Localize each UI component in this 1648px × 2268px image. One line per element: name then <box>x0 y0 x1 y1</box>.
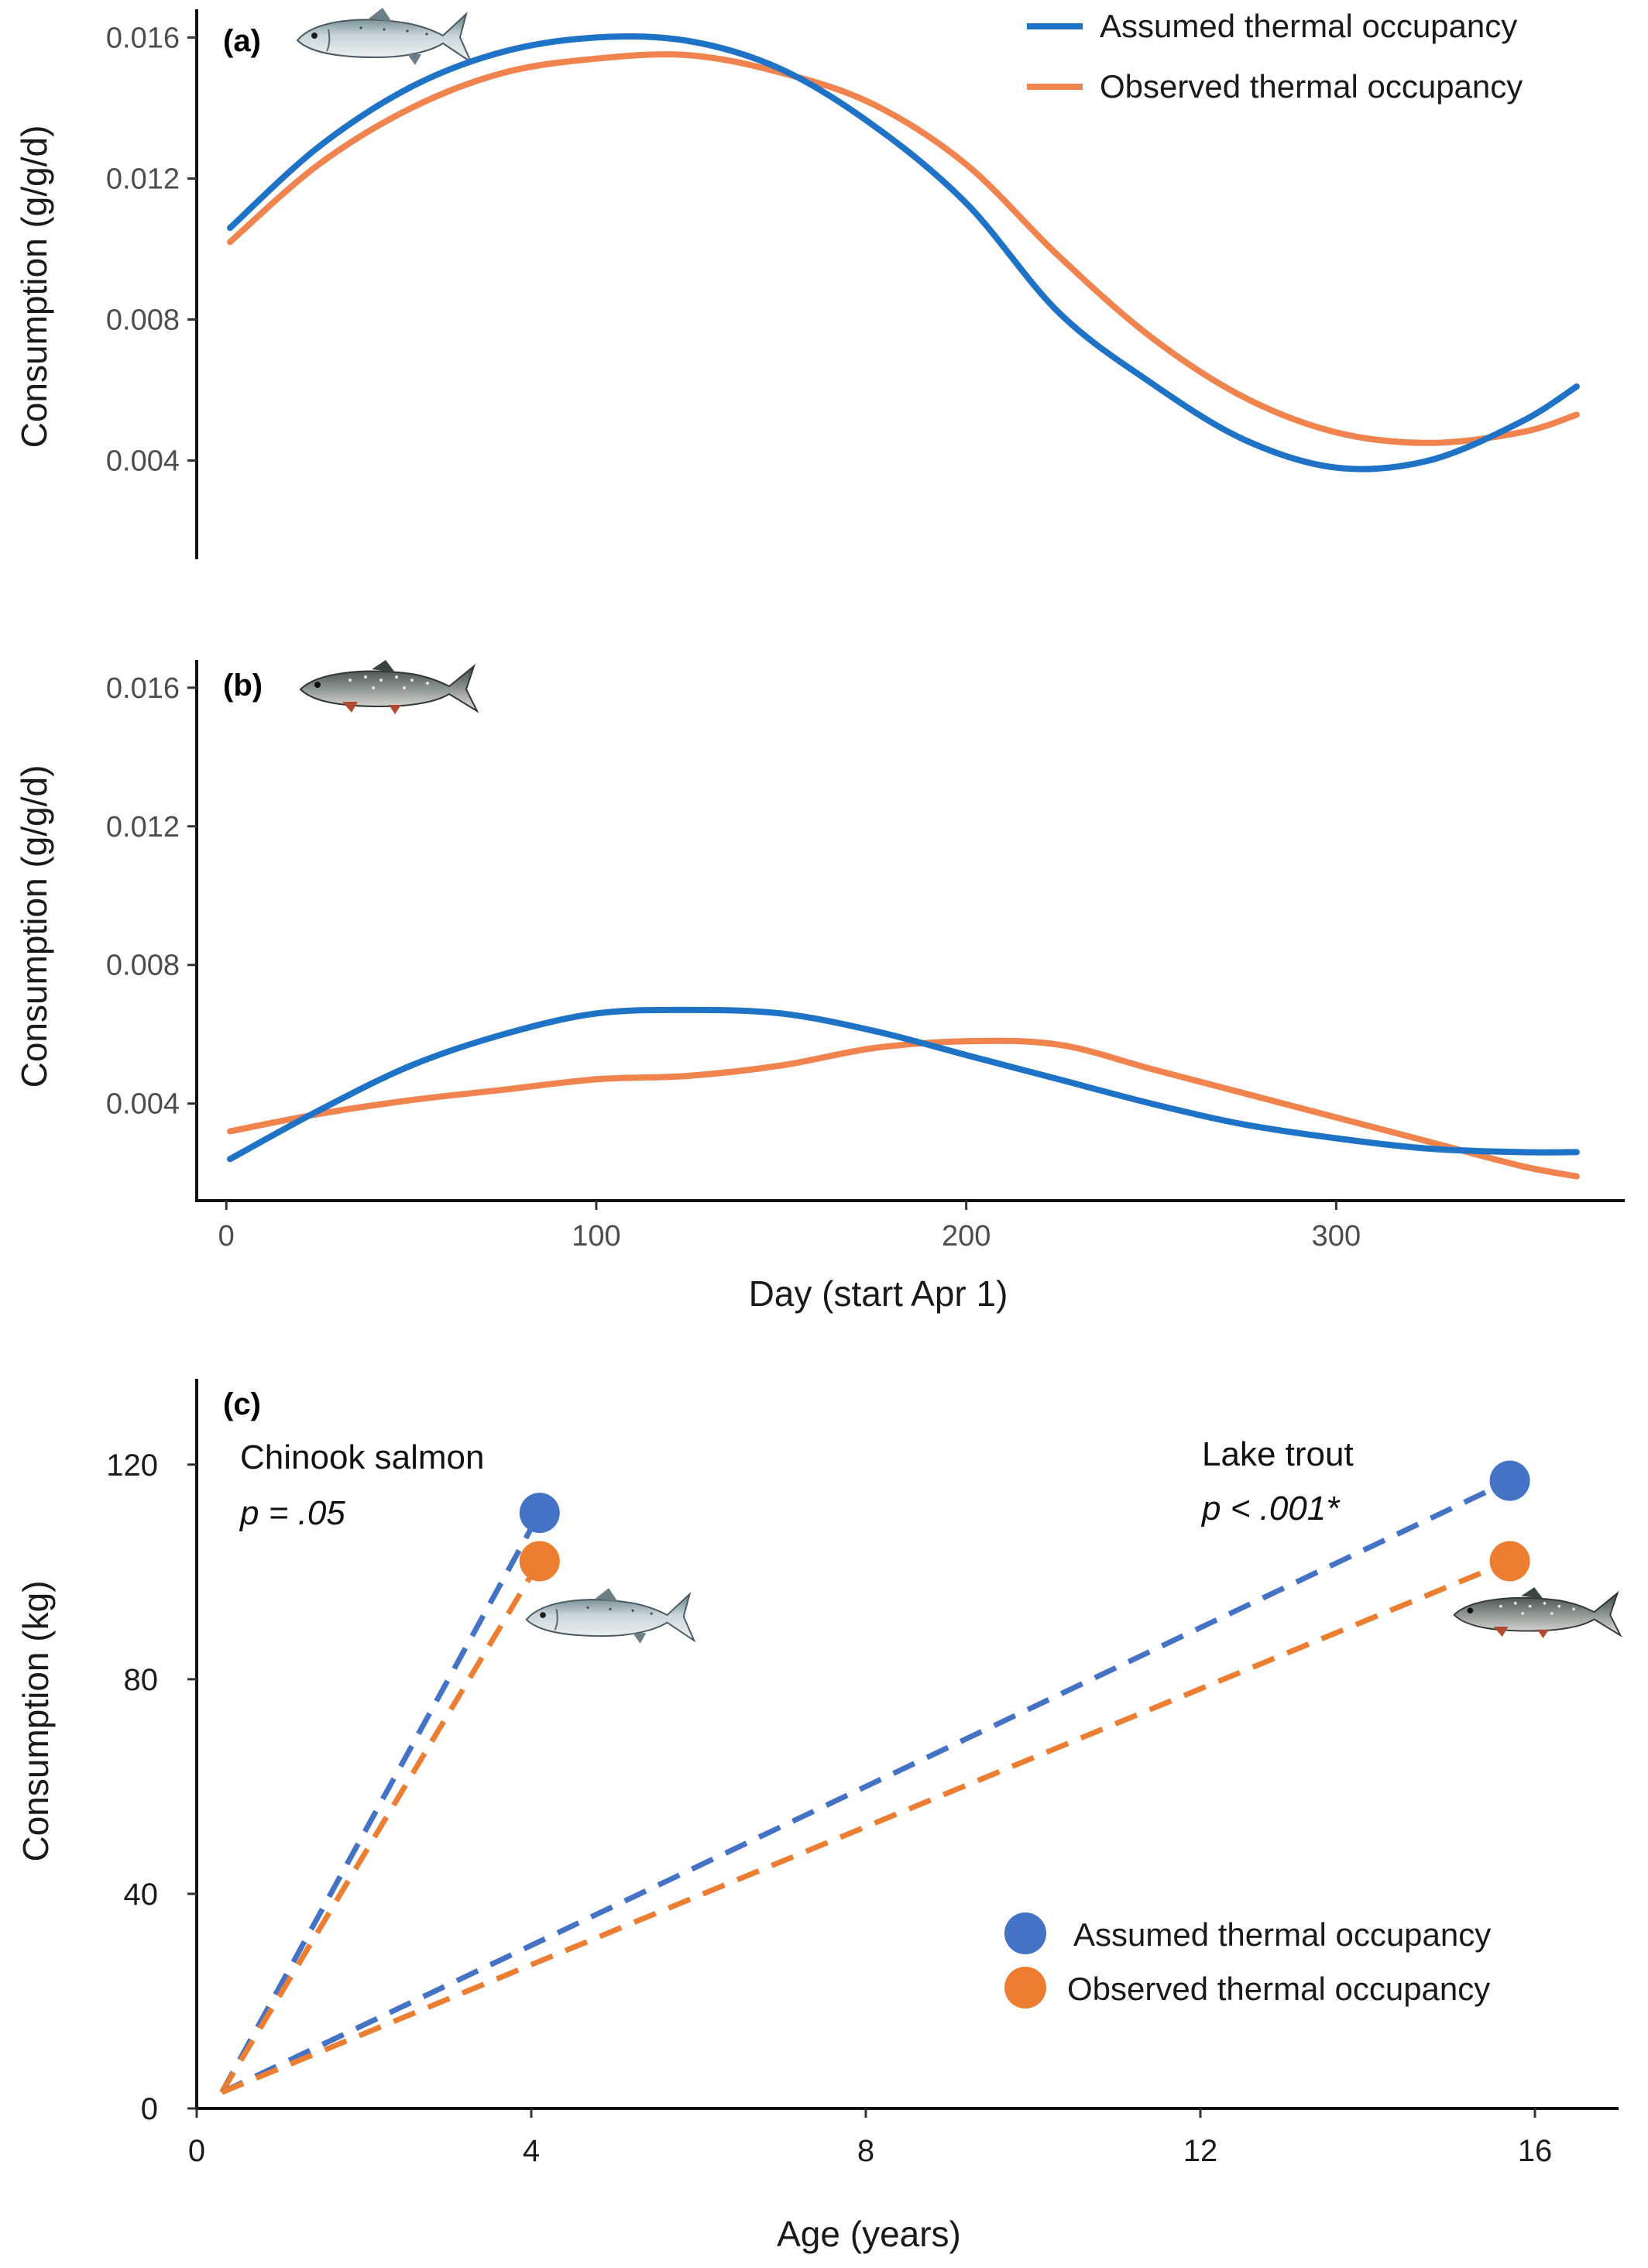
trout-assumed-point <box>1489 1460 1530 1501</box>
y-tick-label: 80 <box>124 1663 159 1697</box>
panel-c-y-axis-title: Consumption (kg) <box>15 1580 56 1861</box>
chinook-assumed-dashed-line <box>219 1511 542 2094</box>
chinook-assumed-point <box>519 1493 560 1534</box>
y-tick-label: 0.008 <box>106 950 180 982</box>
trout-observed-point <box>1489 1541 1530 1582</box>
legend-c-assumed-label: Assumed thermal occupancy <box>1073 1916 1491 1953</box>
panel-b-y-ticks: 0.004 0.008 0.012 0.016 <box>106 672 197 1121</box>
chinook-salmon-p-value: p = .05 <box>239 1494 345 1532</box>
y-tick-label: 0.012 <box>106 811 180 844</box>
x-tick-label: 0 <box>218 1220 235 1253</box>
series-line-assumed <box>227 1006 1580 1163</box>
legend-a-observed-label: Observed thermal occupancy <box>1100 68 1523 105</box>
legend-c-observed-swatch <box>1004 1967 1046 2009</box>
series-line-assumed <box>227 33 1580 472</box>
y-tick-label: 0.004 <box>106 445 180 478</box>
y-tick-label: 0 <box>141 2092 158 2126</box>
x-tick-label: 8 <box>857 2134 874 2168</box>
panel-c-x-axis-title: Age (years) <box>777 2214 961 2254</box>
panel-c-marks <box>219 1460 1530 2095</box>
x-tick-label: 4 <box>523 2134 540 2168</box>
panel-c-x-ticks: 0 4 8 12 16 <box>188 2108 1552 2168</box>
legend-c-observed-label: Observed thermal occupancy <box>1067 1971 1490 2007</box>
y-tick-label: 0.016 <box>106 672 180 705</box>
chinook-observed-dashed-line <box>219 1559 542 2094</box>
trout-assumed-dashed-line <box>220 1478 1512 2095</box>
panel-b-lines <box>227 1006 1580 1180</box>
panel-c-y-ticks: 0 40 80 120 <box>106 1448 197 2126</box>
x-tick-label: 0 <box>188 2134 205 2168</box>
lake-trout-label: Lake trout <box>1202 1435 1354 1473</box>
y-tick-label: 40 <box>124 1878 159 1912</box>
chinook-observed-point <box>519 1541 560 1582</box>
panel-b: 0.004 0.008 0.012 0.016 0 100 200 300 Consumpt… <box>14 658 1625 1314</box>
panel-a-label: (a) <box>223 24 261 58</box>
x-tick-label: 100 <box>572 1220 620 1253</box>
x-tick-label: 12 <box>1183 2134 1218 2168</box>
y-tick-label: 0.008 <box>106 304 180 337</box>
x-tick-label: 200 <box>942 1220 991 1253</box>
lake-trout-p-value: p < .001* <box>1200 1490 1341 1527</box>
chinook-salmon-icon <box>525 1587 695 1644</box>
panel-c-legend: Assumed thermal occupancy Observed therm… <box>1004 1912 1491 2009</box>
panel-b-x-axis-title: Day (start Apr 1) <box>749 1273 1008 1314</box>
panel-b-label: (b) <box>223 668 263 703</box>
panel-a-y-axis-title: Consumption (g/g/d) <box>14 125 54 448</box>
lake-trout-icon <box>299 658 479 716</box>
lake-trout-icon <box>1453 1586 1622 1639</box>
panel-a-y-ticks: 0.004 0.008 0.012 0.016 <box>106 22 197 478</box>
trout-observed-dashed-line <box>221 1558 1511 2095</box>
chinook-salmon-label: Chinook salmon <box>240 1438 485 1476</box>
panel-c-label: (c) <box>223 1387 261 1421</box>
legend-c-assumed-swatch <box>1004 1912 1046 1954</box>
y-tick-label: 0.004 <box>106 1088 180 1121</box>
chinook-salmon-icon <box>296 6 472 67</box>
series-line-observed <box>227 1037 1580 1180</box>
y-tick-label: 0.016 <box>106 22 180 54</box>
panel-b-y-axis-title: Consumption (g/g/d) <box>14 765 54 1088</box>
panel-b-x-ticks: 0 100 200 300 <box>218 1201 1361 1253</box>
y-tick-label: 0.012 <box>106 163 180 195</box>
panel-a: 0.004 0.008 0.012 0.016 Consumption (g/g/d)… <box>14 6 1580 559</box>
legend-a-assumed-label: Assumed thermal occupancy <box>1100 8 1517 44</box>
x-tick-label: 300 <box>1312 1220 1361 1253</box>
panel-a-legend: Assumed thermal occupancy Observed therm… <box>1027 8 1523 105</box>
y-tick-label: 120 <box>106 1448 158 1483</box>
series-line-observed <box>227 51 1580 446</box>
panel-c: 0 40 80 120 0 4 8 12 16 Consumption (kg) Age (y… <box>15 1379 1622 2254</box>
x-tick-label: 16 <box>1518 2134 1553 2168</box>
panel-a-lines <box>227 33 1580 472</box>
